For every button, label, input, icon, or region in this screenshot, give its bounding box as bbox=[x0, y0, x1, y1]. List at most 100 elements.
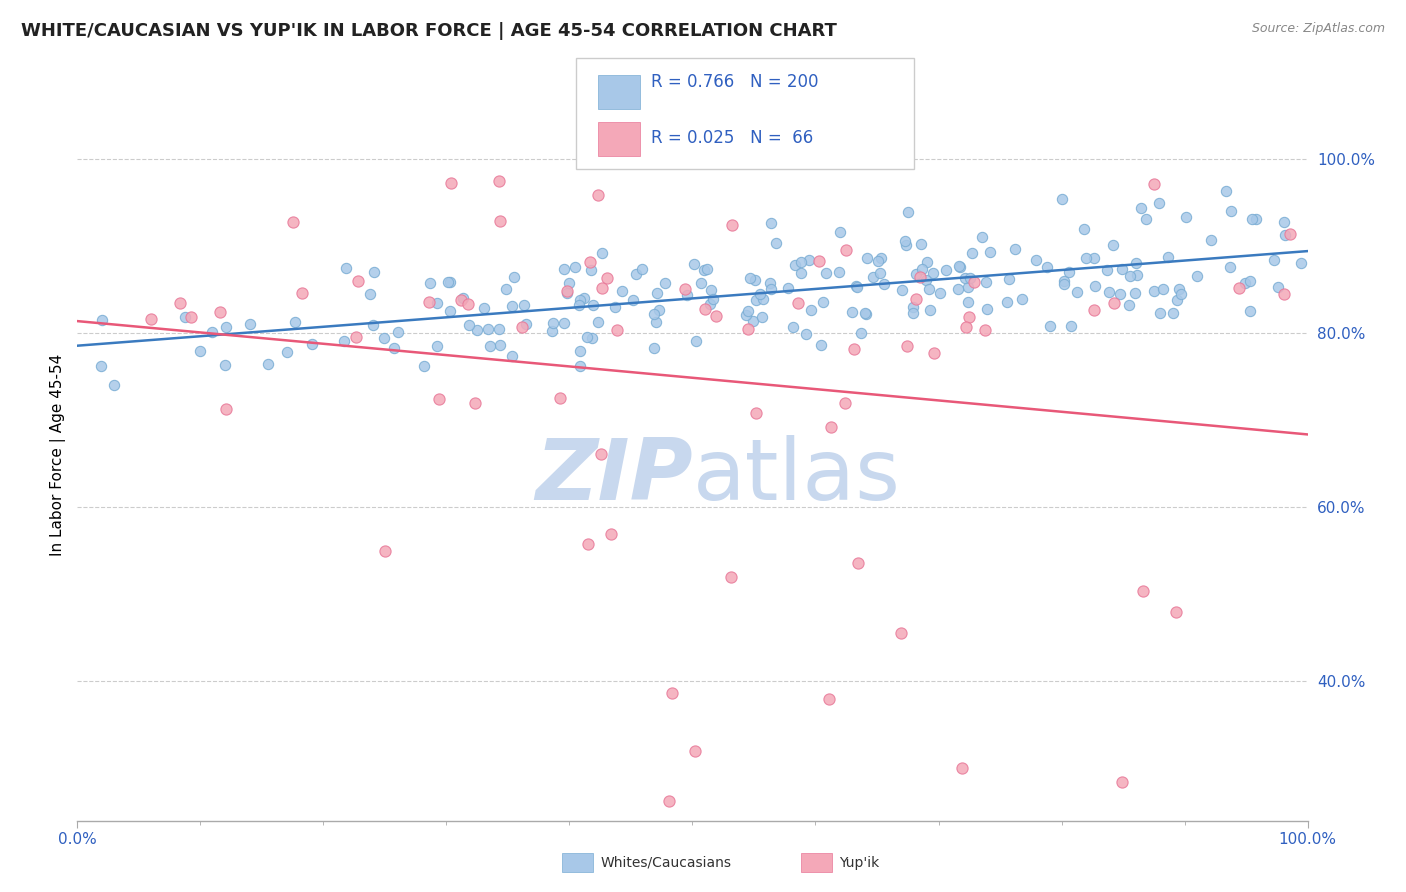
Point bbox=[586, 315, 609, 329]
Point bbox=[845, 279, 868, 293]
Point bbox=[489, 337, 512, 351]
Point bbox=[1289, 256, 1312, 270]
Point bbox=[412, 359, 434, 373]
Point bbox=[440, 176, 463, 190]
Point bbox=[169, 296, 191, 310]
Point bbox=[846, 556, 869, 570]
Point bbox=[591, 448, 613, 462]
Point bbox=[749, 287, 772, 301]
Point bbox=[190, 343, 212, 358]
Point bbox=[759, 216, 782, 230]
Point bbox=[1053, 274, 1076, 288]
Point bbox=[1076, 251, 1098, 265]
Point bbox=[778, 281, 800, 295]
Point bbox=[201, 325, 224, 339]
Point bbox=[1219, 260, 1241, 275]
Point bbox=[706, 309, 728, 323]
Point bbox=[700, 283, 723, 297]
Point bbox=[645, 286, 668, 301]
Point bbox=[673, 282, 696, 296]
Point bbox=[811, 294, 834, 309]
Point bbox=[418, 295, 440, 310]
Point bbox=[827, 265, 849, 279]
Point bbox=[997, 272, 1019, 286]
Point bbox=[515, 317, 537, 331]
Point bbox=[558, 277, 581, 291]
Point bbox=[1025, 253, 1047, 268]
Point bbox=[1274, 227, 1296, 242]
Point bbox=[569, 293, 592, 307]
Point bbox=[856, 252, 879, 266]
Point bbox=[555, 284, 578, 298]
Point bbox=[720, 219, 742, 233]
Point bbox=[963, 275, 986, 289]
Point bbox=[855, 307, 877, 321]
Point bbox=[361, 318, 384, 332]
Point bbox=[387, 325, 409, 339]
Point bbox=[745, 293, 768, 307]
Point bbox=[1267, 279, 1289, 293]
Point bbox=[1011, 292, 1033, 306]
Point bbox=[862, 269, 884, 284]
Point bbox=[568, 343, 591, 358]
Point bbox=[465, 323, 488, 337]
Point bbox=[335, 261, 357, 276]
Point bbox=[1174, 210, 1197, 224]
Point bbox=[103, 377, 125, 392]
Point bbox=[488, 174, 510, 188]
Point bbox=[953, 271, 976, 285]
Point bbox=[1143, 284, 1166, 298]
Point bbox=[741, 314, 763, 328]
Point bbox=[911, 261, 934, 276]
Point bbox=[818, 691, 841, 706]
Point bbox=[1108, 287, 1130, 301]
Point bbox=[834, 395, 856, 409]
Point bbox=[683, 257, 706, 271]
Point bbox=[1111, 774, 1133, 789]
Point bbox=[783, 258, 806, 272]
Point bbox=[1102, 295, 1125, 310]
Point bbox=[576, 537, 599, 551]
Point bbox=[457, 318, 479, 333]
Point bbox=[603, 300, 626, 314]
Point bbox=[239, 318, 262, 332]
Point bbox=[596, 270, 619, 285]
Point bbox=[479, 339, 502, 353]
Point bbox=[1272, 287, 1295, 301]
Point bbox=[956, 294, 979, 309]
Point bbox=[450, 293, 472, 307]
Point bbox=[599, 527, 621, 541]
Point bbox=[1152, 282, 1174, 296]
Point bbox=[744, 272, 766, 286]
Point bbox=[904, 267, 927, 281]
Point bbox=[610, 285, 633, 299]
Point bbox=[359, 287, 381, 301]
Point bbox=[893, 234, 915, 248]
Point bbox=[276, 344, 298, 359]
Point bbox=[374, 543, 396, 558]
Point bbox=[917, 281, 939, 295]
Point bbox=[174, 310, 197, 324]
Point bbox=[1050, 192, 1073, 206]
Point bbox=[139, 311, 162, 326]
Point bbox=[689, 277, 711, 291]
Point bbox=[284, 315, 307, 329]
Point bbox=[737, 304, 759, 318]
Point bbox=[904, 292, 927, 306]
Point bbox=[752, 292, 775, 306]
Point bbox=[426, 339, 449, 353]
Point bbox=[576, 330, 599, 344]
Point bbox=[946, 281, 969, 295]
Point bbox=[501, 300, 523, 314]
Point bbox=[90, 359, 112, 373]
Point bbox=[702, 292, 724, 306]
Point bbox=[835, 243, 858, 257]
Point bbox=[1240, 212, 1263, 227]
Point bbox=[995, 294, 1018, 309]
Point bbox=[553, 317, 575, 331]
Point bbox=[970, 230, 993, 244]
Point bbox=[1060, 319, 1083, 334]
Point bbox=[695, 301, 717, 316]
Point bbox=[333, 334, 356, 348]
Point bbox=[472, 301, 495, 315]
